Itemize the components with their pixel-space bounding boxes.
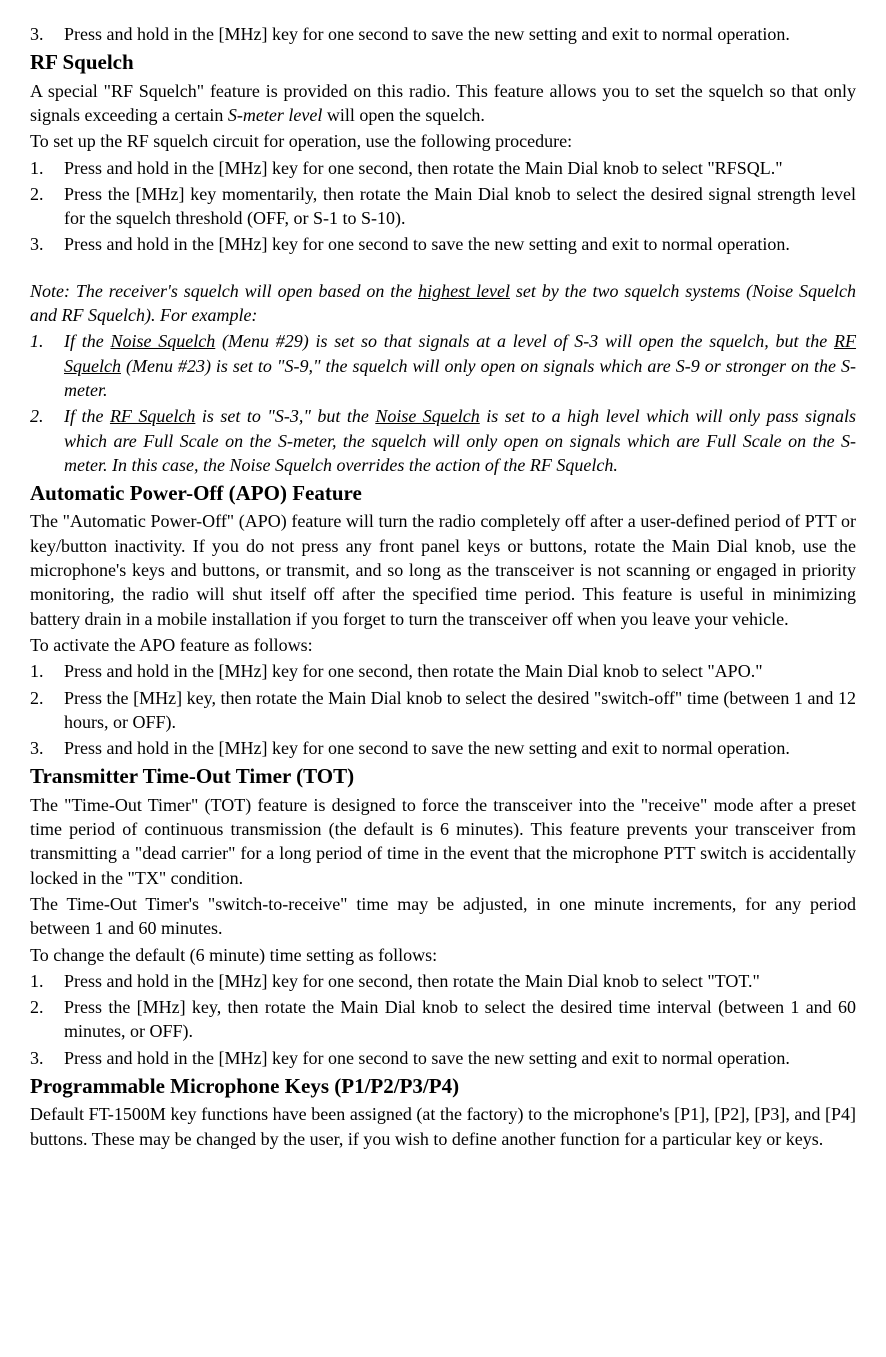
- apo-intro: The "Automatic Power-Off" (APO) feature …: [30, 509, 856, 630]
- text-underline: highest level: [418, 281, 510, 301]
- list-item: Press and hold in the [MHz] key for one …: [30, 1046, 856, 1070]
- spacer: [30, 259, 856, 277]
- rf-squelch-steps: Press and hold in the [MHz] key for one …: [30, 156, 856, 257]
- list-item: Press the [MHz] key, then rotate the Mai…: [30, 686, 856, 735]
- list-item: Press and hold in the [MHz] key for one …: [30, 736, 856, 760]
- list-item: If the Noise Squelch (Menu #29) is set s…: [30, 329, 856, 402]
- text-underline: Noise Squelch: [375, 406, 479, 426]
- tot-steps: Press and hold in the [MHz] key for one …: [30, 969, 856, 1070]
- list-item: Press and hold in the [MHz] key for one …: [30, 156, 856, 180]
- tot-intro1: The "Time-Out Timer" (TOT) feature is de…: [30, 793, 856, 890]
- pkeys-intro: Default FT-1500M key functions have been…: [30, 1102, 856, 1151]
- text-underline: RF Squelch: [110, 406, 195, 426]
- apo-steps: Press and hold in the [MHz] key for one …: [30, 659, 856, 760]
- text-italic: S-meter level: [228, 105, 322, 125]
- tot-heading: Transmitter Time-Out Timer (TOT): [30, 762, 856, 790]
- text: Note: The receiver's squelch will open b…: [30, 281, 418, 301]
- list-item: Press and hold in the [MHz] key for one …: [30, 659, 856, 683]
- list-item: Press and hold in the [MHz] key for one …: [30, 969, 856, 993]
- pkeys-heading: Programmable Microphone Keys (P1/P2/P3/P…: [30, 1072, 856, 1100]
- rf-squelch-note: Note: The receiver's squelch will open b…: [30, 279, 856, 328]
- rf-squelch-procedure-label: To set up the RF squelch circuit for ope…: [30, 129, 856, 153]
- text: If the: [64, 331, 111, 351]
- list-item: Press and hold in the [MHz] key for one …: [30, 22, 856, 46]
- text: (Menu #23) is set to "S-9," the squelch …: [64, 356, 856, 400]
- tot-intro2: The Time-Out Timer's "switch-to-receive"…: [30, 892, 856, 941]
- rf-squelch-note-steps: If the Noise Squelch (Menu #29) is set s…: [30, 329, 856, 477]
- apo-heading: Automatic Power-Off (APO) Feature: [30, 479, 856, 507]
- text: (Menu #29) is set so that signals at a l…: [215, 331, 834, 351]
- list-item: If the RF Squelch is set to "S-3," but t…: [30, 404, 856, 477]
- text: is set to "S-3," but the: [195, 406, 375, 426]
- rf-squelch-intro: A special "RF Squelch" feature is provid…: [30, 79, 856, 128]
- list-item: Press the [MHz] key momentarily, then ro…: [30, 182, 856, 231]
- tot-procedure-label: To change the default (6 minute) time se…: [30, 943, 856, 967]
- list-item: Press the [MHz] key, then rotate the Mai…: [30, 995, 856, 1044]
- text: If the: [64, 406, 110, 426]
- intro-steps-continued: Press and hold in the [MHz] key for one …: [30, 22, 856, 46]
- text: will open the squelch.: [322, 105, 484, 125]
- list-item: Press and hold in the [MHz] key for one …: [30, 232, 856, 256]
- apo-procedure-label: To activate the APO feature as follows:: [30, 633, 856, 657]
- text-underline: Noise Squelch: [111, 331, 216, 351]
- rf-squelch-heading: RF Squelch: [30, 48, 856, 76]
